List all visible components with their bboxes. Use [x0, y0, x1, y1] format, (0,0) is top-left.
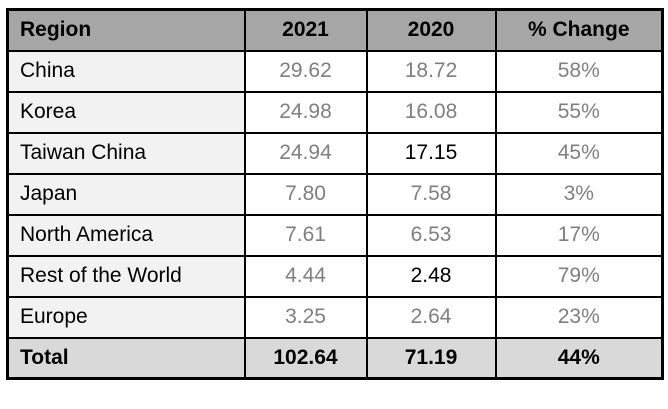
table-row: Europe 3.25 2.64 23%	[6, 295, 664, 339]
region-cell: China	[6, 49, 246, 93]
value-cell-change: 79%	[494, 254, 664, 298]
value-cell-2021: 29.62	[243, 49, 368, 93]
table-row: Korea 24.98 16.08 55%	[6, 90, 664, 134]
column-header-2021: 2021	[243, 8, 368, 52]
value-cell-2021: 24.94	[243, 131, 368, 175]
table-row: North America 7.61 6.53 17%	[6, 213, 664, 257]
value-cell-2020: 6.53	[365, 213, 497, 257]
value-cell-2021: 7.61	[243, 213, 368, 257]
total-value-2021: 102.64	[243, 336, 368, 380]
region-cell: Taiwan China	[6, 131, 246, 175]
column-header-change: % Change	[494, 8, 664, 52]
column-header-2020: 2020	[365, 8, 497, 52]
table-body: China 29.62 18.72 58% Korea 24.98 16.08 55% Taiw…	[6, 49, 664, 339]
value-cell-2020: 2.48	[365, 254, 497, 298]
table-header: Region 2021 2020 % Change	[6, 8, 664, 52]
table-footer: Total 102.64 71.19 44%	[6, 336, 664, 380]
value-cell-change: 55%	[494, 90, 664, 134]
value-cell-2020: 16.08	[365, 90, 497, 134]
region-cell: North America	[6, 213, 246, 257]
value-cell-change: 58%	[494, 49, 664, 93]
region-cell: Japan	[6, 172, 246, 216]
value-cell-2020: 7.58	[365, 172, 497, 216]
region-cell: Europe	[6, 295, 246, 339]
value-cell-change: 23%	[494, 295, 664, 339]
value-cell-2020: 17.15	[365, 131, 497, 175]
table-wrapper: Region 2021 2020 % Change China 29.62 18.7…	[6, 8, 664, 380]
value-cell-2021: 4.44	[243, 254, 368, 298]
value-cell-change: 17%	[494, 213, 664, 257]
value-cell-change: 45%	[494, 131, 664, 175]
total-value-change: 44%	[494, 336, 664, 380]
value-cell-2021: 24.98	[243, 90, 368, 134]
region-cell: Rest of the World	[6, 254, 246, 298]
table-row: Japan 7.80 7.58 3%	[6, 172, 664, 216]
value-cell-change: 3%	[494, 172, 664, 216]
total-value-2020: 71.19	[365, 336, 497, 380]
header-row: Region 2021 2020 % Change	[6, 8, 664, 52]
total-row: Total 102.64 71.19 44%	[6, 336, 664, 380]
table-row: China 29.62 18.72 58%	[6, 49, 664, 93]
value-cell-2021: 7.80	[243, 172, 368, 216]
region-cell: Korea	[6, 90, 246, 134]
table-row: Rest of the World 4.44 2.48 79%	[6, 254, 664, 298]
table-row: Taiwan China 24.94 17.15 45%	[6, 131, 664, 175]
value-cell-2020: 18.72	[365, 49, 497, 93]
value-cell-2020: 2.64	[365, 295, 497, 339]
column-header-region: Region	[6, 8, 246, 52]
total-label-cell: Total	[6, 336, 246, 380]
regional-data-table: Region 2021 2020 % Change China 29.62 18.7…	[6, 8, 664, 380]
value-cell-2021: 3.25	[243, 295, 368, 339]
